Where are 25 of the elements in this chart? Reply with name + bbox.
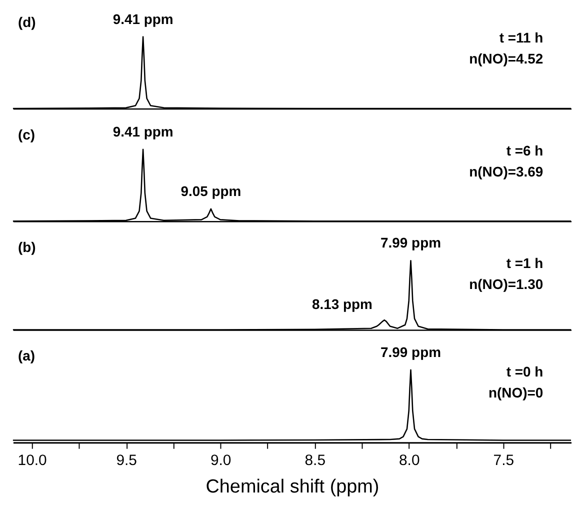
- annotation: n(NO)=3.69: [469, 163, 544, 180]
- annotation: t =6 h: [506, 142, 544, 158]
- text: (a): [18, 348, 35, 364]
- x-tick-label: 8.0: [398, 452, 420, 469]
- x-tick-label: 9.0: [210, 452, 232, 469]
- text: (d): [18, 14, 36, 30]
- annotation: t =0 h: [506, 364, 544, 380]
- x-tick-label: 7.5: [493, 452, 514, 469]
- annotation: t =11 h: [499, 30, 544, 46]
- annotation: 7.99 ppm: [380, 344, 441, 360]
- x-tick-label: 10.0: [18, 452, 47, 469]
- annotation: n(NO)=4.52: [469, 50, 544, 67]
- x-axis-title: Chemical shift (ppm): [206, 476, 380, 498]
- annotation: 9.05 ppm: [180, 182, 242, 199]
- text: (c): [18, 126, 35, 142]
- annotation: n(NO)=0: [488, 384, 544, 400]
- annotation: 9.41 ppm: [112, 123, 174, 140]
- annotation: 7.99 ppm: [380, 234, 441, 251]
- annotation: n(NO)=1.30: [469, 276, 544, 292]
- x-tick-label: 8.5: [304, 452, 326, 469]
- x-tick-label: 9.5: [116, 452, 137, 469]
- annotation: t =1 h: [506, 254, 544, 271]
- annotation: 8.13 ppm: [312, 296, 372, 312]
- annotation: 9.41 ppm: [112, 10, 174, 27]
- text: (b): [18, 238, 36, 255]
